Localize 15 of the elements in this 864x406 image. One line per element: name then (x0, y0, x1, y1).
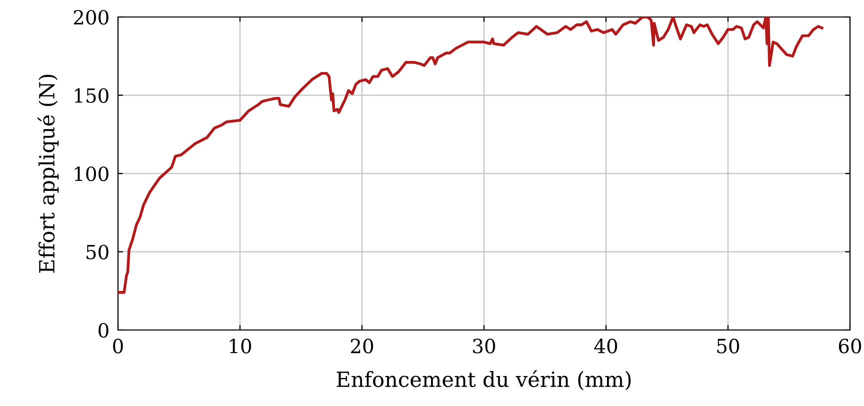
x-tick-label: 60 (838, 338, 862, 354)
line-series (118, 17, 824, 294)
x-tick-label: 20 (350, 338, 374, 354)
x-tick-label: 40 (594, 338, 618, 354)
y-tick-label: 150 (74, 88, 108, 103)
y-tick-label: 100 (74, 166, 108, 182)
x-tick-label: 0 (113, 338, 123, 354)
x-tick-label: 50 (717, 338, 740, 354)
x-tick-label: 30 (473, 338, 496, 354)
y-tick-label: 200 (74, 10, 108, 25)
y-tick-label: 50 (86, 244, 108, 260)
x-axis-title: Enfoncement du vérin (mm) (336, 370, 631, 390)
y-tick-label: 0 (98, 322, 108, 338)
y-axis-title: Effort appliqué (N) (38, 74, 59, 273)
x-tick-label: 10 (230, 338, 252, 354)
